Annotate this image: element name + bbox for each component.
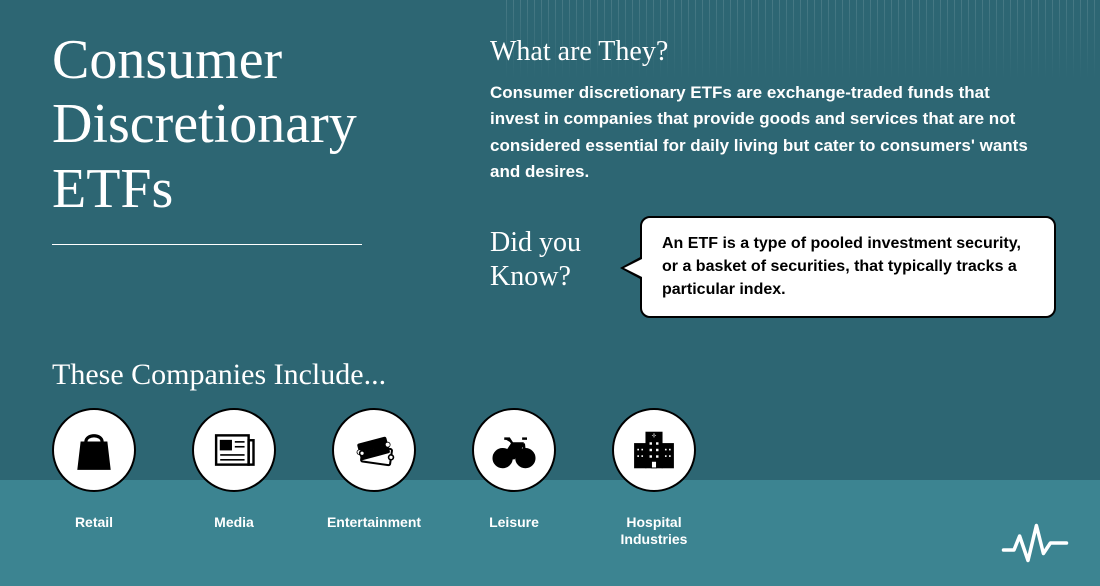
companies-heading: These Companies Include... xyxy=(52,358,386,392)
what-body: Consumer discretionary ETFs are exchange… xyxy=(490,80,1030,185)
what-heading: What are They? xyxy=(490,36,668,68)
did-you-know-callout: An ETF is a type of pooled investment se… xyxy=(640,216,1056,318)
main-title: ConsumerDiscretionaryETFs xyxy=(52,28,357,221)
companies-icon-row: Retail Media TICKET Entertainment Leisur… xyxy=(44,408,704,548)
hospital-icon xyxy=(612,408,696,492)
company-label: Retail xyxy=(75,514,113,531)
did-you-know-heading: Did youKnow? xyxy=(490,226,581,293)
title-underline xyxy=(52,244,362,245)
company-item-entertainment: TICKET Entertainment xyxy=(324,408,424,548)
company-item-leisure: Leisure xyxy=(464,408,564,548)
infographic-content: ConsumerDiscretionaryETFs What are They?… xyxy=(0,0,1100,586)
shopping-bag-icon xyxy=(52,408,136,492)
company-item-hospital: HospitalIndustries xyxy=(604,408,704,548)
bicycle-icon xyxy=(472,408,556,492)
tickets-icon: TICKET xyxy=(332,408,416,492)
company-item-media: Media xyxy=(184,408,284,548)
company-item-retail: Retail xyxy=(44,408,144,548)
company-label: Entertainment xyxy=(327,514,421,531)
company-label: Media xyxy=(214,514,254,531)
newspaper-icon xyxy=(192,408,276,492)
company-label: HospitalIndustries xyxy=(621,514,688,548)
pulse-logo xyxy=(1000,518,1070,568)
company-label: Leisure xyxy=(489,514,539,531)
